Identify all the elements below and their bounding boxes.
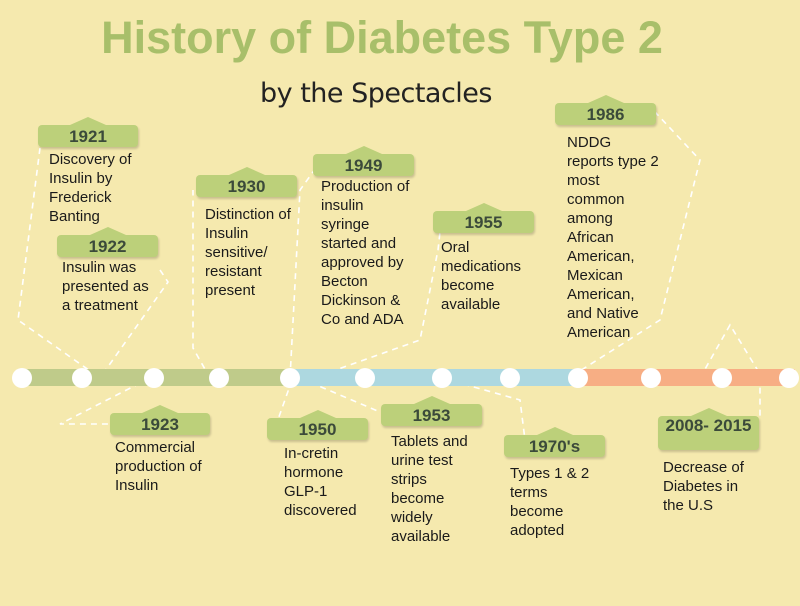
connector-1949 (289, 164, 319, 379)
event-text-1949: Production of insulin syringe started an… (321, 178, 410, 328)
connector-1950 (274, 379, 293, 429)
year-tag-1953: 1953 (381, 396, 482, 426)
event-text-1970s: Types 1 & 2 terms become adopted (510, 465, 590, 539)
connector-1922 (99, 269, 169, 379)
year-tag-1986: 1986 (555, 95, 656, 125)
page-subtitle: by the Spectacles (260, 78, 492, 109)
year-tag-1922: 1922 (57, 227, 158, 257)
connector-1986 (571, 111, 701, 377)
timeline-node (500, 368, 520, 388)
timeline-node (432, 368, 452, 388)
event-text-1921: Discovery of Insulin by Frederick Bantin… (49, 151, 132, 225)
timeline-node (280, 368, 300, 388)
year-tag-1950: 1950 (267, 410, 368, 440)
timeline-node (712, 368, 732, 388)
timeline-node (72, 368, 92, 388)
event-text-1923: Commercial production of Insulin (115, 439, 202, 494)
timeline-node (779, 368, 799, 388)
connector-1930 (192, 190, 211, 379)
year-tag-2008-2015: 2008- 2015 (658, 408, 759, 450)
timeline-node (12, 368, 32, 388)
year-tag-1955: 1955 (433, 203, 534, 233)
timeline-nodes (12, 368, 799, 388)
event-text-1930: Distinction of Insulin sensitive/ resist… (205, 206, 291, 299)
year-tag-1930: 1930 (196, 167, 297, 197)
connector-2008 (699, 323, 761, 420)
segment-orange (583, 369, 795, 386)
year-tag-1923: 1923 (110, 405, 210, 435)
event-text-1922: Insulin was presented as a treatment (62, 259, 149, 314)
year-tag-1949: 1949 (313, 146, 414, 176)
timeline-node (209, 368, 229, 388)
event-text-1986: NDDG reports type 2 most common among Af… (567, 134, 659, 341)
event-text-1950: In-cretin hormone GLP-1 discovered (284, 445, 357, 519)
event-text-2008-2015: Decrease of Diabetes in the U.S (663, 459, 744, 514)
event-text-1955: Oral medications become available (441, 239, 522, 313)
timeline-node (641, 368, 661, 388)
connector-1923 (59, 377, 151, 425)
connector-1955 (329, 231, 441, 373)
timeline-node (144, 368, 164, 388)
page-title: History of Diabetes Type 2 (101, 12, 663, 63)
timeline-node (568, 368, 588, 388)
year-tag-1921: 1921 (38, 117, 138, 147)
event-text-1953: Tablets and urine test strips become wid… (391, 433, 468, 545)
connector-1921 (17, 147, 101, 379)
timeline-node (355, 368, 375, 388)
year-tag-1970s: 1970's (504, 427, 605, 457)
